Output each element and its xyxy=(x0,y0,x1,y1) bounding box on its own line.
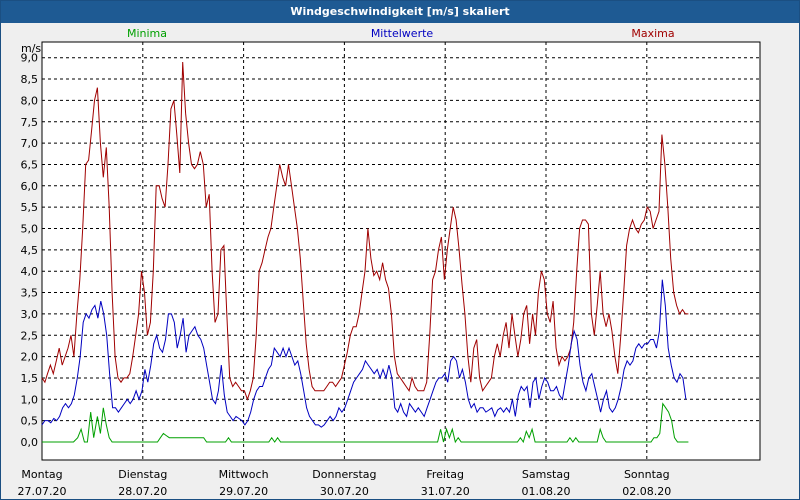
legend-mittelwerte: Mittelwerte xyxy=(371,27,434,40)
y-tick-label: 0,5 xyxy=(21,415,39,428)
y-tick-label: 2,0 xyxy=(21,351,39,364)
y-tick-label: 1,0 xyxy=(21,393,39,406)
y-axis-ticks: 0,0 0,5 1,0 1,5 2,0 2,5 3,0 3,5 4,0 4,5 5,0 5,5 6,0 6… xyxy=(21,52,39,449)
x-day-label: Samstag xyxy=(522,468,570,481)
window-title: Windgeschwindigkeit [m/s] skaliert xyxy=(1,1,799,23)
x-axis-labels: Montag 27.07.20 Dienstag 28.07.20 Mittwoch 29… xyxy=(18,468,672,498)
x-date-label: 27.07.20 xyxy=(18,485,67,498)
y-tick-label: 0,0 xyxy=(21,436,39,449)
legend-minima: Minima xyxy=(127,27,167,40)
y-tick-label: 9,0 xyxy=(21,52,39,65)
y-tick-label: 4,5 xyxy=(21,244,39,257)
legend-maxima: Maxima xyxy=(631,27,674,40)
x-day-label: Sonntag xyxy=(624,468,670,481)
x-day-label: Dienstag xyxy=(118,468,167,481)
x-day-label: Mittwoch xyxy=(219,468,269,481)
y-tick-label: 3,5 xyxy=(21,287,39,300)
y-tick-label: 5,5 xyxy=(21,201,39,214)
y-axis-unit: m/s xyxy=(21,42,41,55)
y-tick-label: 5,0 xyxy=(21,223,39,236)
y-tick-label: 8,0 xyxy=(21,94,39,107)
y-tick-label: 6,5 xyxy=(21,158,39,171)
plot-area xyxy=(41,41,761,461)
y-tick-label: 6,0 xyxy=(21,180,39,193)
y-tick-label: 7,5 xyxy=(21,116,39,129)
x-date-label: 29.07.20 xyxy=(219,485,268,498)
x-day-label: Donnerstag xyxy=(312,468,376,481)
x-date-label: 31.07.20 xyxy=(421,485,470,498)
y-tick-label: 1,5 xyxy=(21,372,39,385)
legend: Minima Mittelwerte Maxima xyxy=(127,27,675,40)
series-line-minima xyxy=(42,402,689,444)
x-date-label: 02.08.20 xyxy=(622,485,671,498)
y-tick-label: 4,0 xyxy=(21,265,39,278)
x-day-label: Freitag xyxy=(426,468,464,481)
series-line-maxima xyxy=(41,61,689,401)
y-tick-label: 3,0 xyxy=(21,308,39,321)
series-line-mittelwerte xyxy=(41,279,687,428)
y-tick-label: 7,0 xyxy=(21,137,39,150)
x-date-label: 01.08.20 xyxy=(522,485,571,498)
x-date-label: 30.07.20 xyxy=(320,485,369,498)
y-tick-label: 8,5 xyxy=(21,73,39,86)
x-date-label: 28.07.20 xyxy=(118,485,167,498)
y-tick-label: 2,5 xyxy=(21,329,39,342)
series xyxy=(41,61,689,444)
x-day-label: Montag xyxy=(21,468,62,481)
